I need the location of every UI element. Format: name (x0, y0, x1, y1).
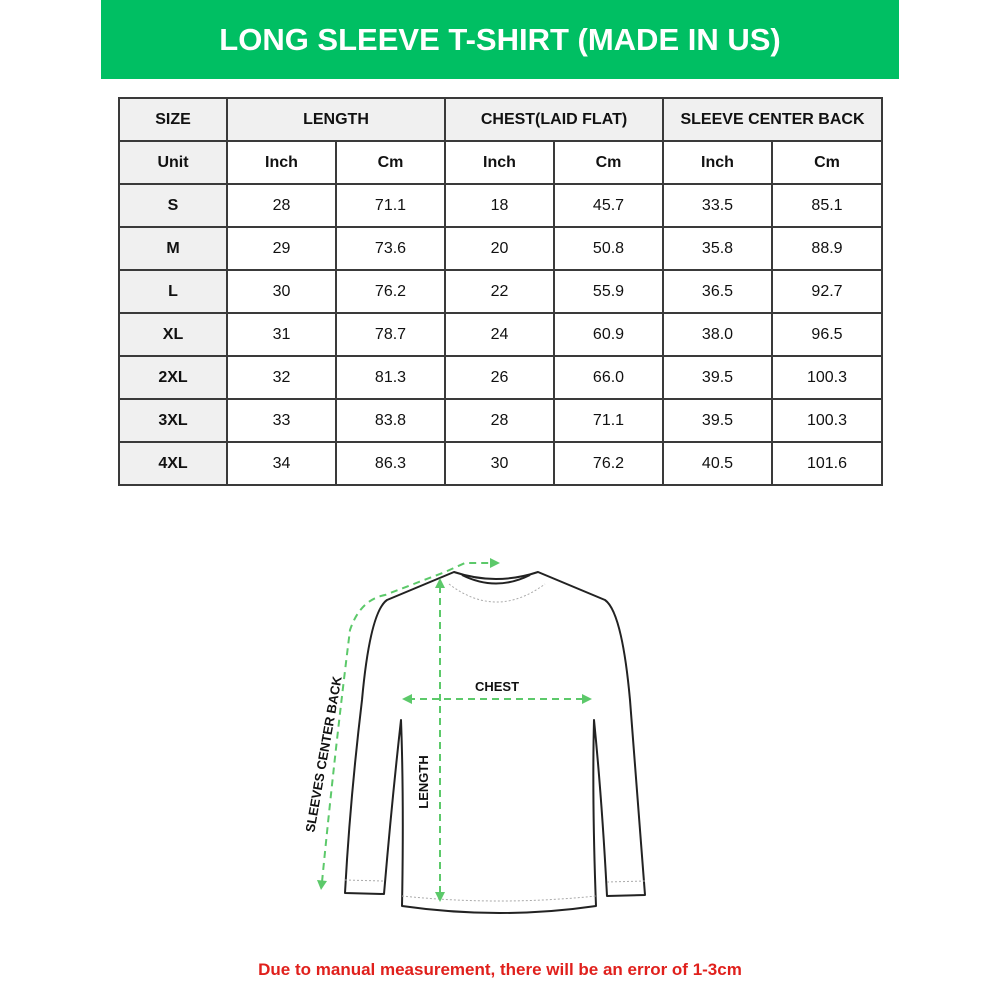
size-cell: 4XL (118, 441, 228, 486)
value-cell: 39.5 (662, 398, 773, 443)
value-cell: 92.7 (771, 269, 883, 314)
value-cell: 100.3 (771, 355, 883, 400)
value-cell: 22 (444, 269, 555, 314)
value-cell: 34 (226, 441, 337, 486)
value-cell: 28 (226, 183, 337, 228)
header-size: SIZE (118, 97, 228, 142)
value-cell: 20 (444, 226, 555, 271)
table-row: M 29 73.6 20 50.8 35.8 88.9 (118, 226, 883, 271)
value-cell: 32 (226, 355, 337, 400)
value-cell: 100.3 (771, 398, 883, 443)
unit-label: Unit (118, 140, 228, 185)
table-row: 2XL 32 81.3 26 66.0 39.5 100.3 (118, 355, 883, 400)
size-cell: L (118, 269, 228, 314)
table-row: 4XL 34 86.3 30 76.2 40.5 101.6 (118, 441, 883, 486)
value-cell: 18 (444, 183, 555, 228)
value-cell: 88.9 (771, 226, 883, 271)
unit-cell: Inch (226, 140, 337, 185)
value-cell: 60.9 (553, 312, 664, 357)
page-title: LONG SLEEVE T-SHIRT (MADE IN US) (219, 21, 781, 57)
sleeve-label: SLEEVES CENTER BACK (302, 674, 344, 833)
value-cell: 28 (444, 398, 555, 443)
value-cell: 78.7 (335, 312, 446, 357)
value-cell: 76.2 (553, 441, 664, 486)
title-banner: LONG SLEEVE T-SHIRT (MADE IN US) (101, 0, 899, 79)
value-cell: 29 (226, 226, 337, 271)
value-cell: 96.5 (771, 312, 883, 357)
header-row: SIZE LENGTH CHEST(LAID FLAT) SLEEVE CENT… (118, 97, 883, 142)
unit-cell: Cm (771, 140, 883, 185)
value-cell: 55.9 (553, 269, 664, 314)
value-cell: 31 (226, 312, 337, 357)
length-label: LENGTH (416, 755, 431, 808)
size-chart-table: SIZE LENGTH CHEST(LAID FLAT) SLEEVE CENT… (118, 97, 883, 486)
value-cell: 85.1 (771, 183, 883, 228)
value-cell: 35.8 (662, 226, 773, 271)
value-cell: 33.5 (662, 183, 773, 228)
value-cell: 83.8 (335, 398, 446, 443)
value-cell: 33 (226, 398, 337, 443)
value-cell: 30 (444, 441, 555, 486)
measurement-note: Due to manual measurement, there will be… (258, 960, 742, 979)
value-cell: 81.3 (335, 355, 446, 400)
value-cell: 76.2 (335, 269, 446, 314)
table-row: 3XL 33 83.8 28 71.1 39.5 100.3 (118, 398, 883, 443)
table-row: S 28 71.1 18 45.7 33.5 85.1 (118, 183, 883, 228)
value-cell: 45.7 (553, 183, 664, 228)
value-cell: 36.5 (662, 269, 773, 314)
sleeve-arrow (321, 562, 492, 883)
value-cell: 24 (444, 312, 555, 357)
size-cell: 3XL (118, 398, 228, 443)
unit-cell: Inch (444, 140, 555, 185)
value-cell: 73.6 (335, 226, 446, 271)
header-chest: CHEST(LAID FLAT) (444, 97, 664, 142)
chest-label: CHEST (475, 679, 519, 694)
collar (461, 574, 531, 585)
value-cell: 38.0 (662, 312, 773, 357)
value-cell: 86.3 (335, 441, 446, 486)
value-cell: 50.8 (553, 226, 664, 271)
value-cell: 71.1 (553, 398, 664, 443)
unit-row: Unit Inch Cm Inch Cm Inch Cm (118, 140, 883, 185)
size-cell: 2XL (118, 355, 228, 400)
value-cell: 101.6 (771, 441, 883, 486)
table-row: XL 31 78.7 24 60.9 38.0 96.5 (118, 312, 883, 357)
size-cell: S (118, 183, 228, 228)
value-cell: 30 (226, 269, 337, 314)
value-cell: 26 (444, 355, 555, 400)
header-sleeve: SLEEVE CENTER BACK (662, 97, 883, 142)
size-cell: M (118, 226, 228, 271)
unit-cell: Cm (553, 140, 664, 185)
value-cell: 39.5 (662, 355, 773, 400)
value-cell: 66.0 (553, 355, 664, 400)
value-cell: 40.5 (662, 441, 773, 486)
shirt-outline (344, 571, 646, 914)
table-row: L 30 76.2 22 55.9 36.5 92.7 (118, 269, 883, 314)
value-cell: 71.1 (335, 183, 446, 228)
unit-cell: Inch (662, 140, 773, 185)
unit-cell: Cm (335, 140, 446, 185)
size-cell: XL (118, 312, 228, 357)
header-length: LENGTH (226, 97, 446, 142)
